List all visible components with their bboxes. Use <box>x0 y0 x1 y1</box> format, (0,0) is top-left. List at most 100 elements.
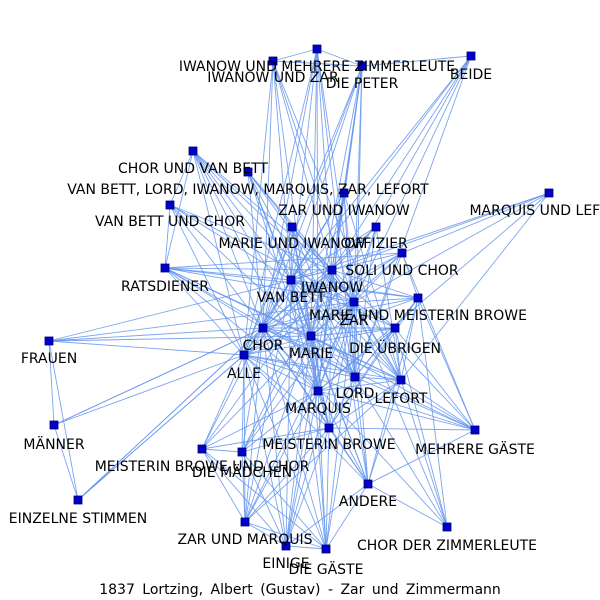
edge-zar-alle <box>243 301 355 356</box>
node-chor_zimmerleute[interactable] <box>442 522 452 532</box>
edge-marquis_lefort-lefort <box>400 192 550 381</box>
edge-marie_iwanow-marquis <box>291 226 319 392</box>
edge-vanbett-die_uebrigen <box>290 279 396 329</box>
edge-zar-marie <box>310 301 355 337</box>
node-marquis[interactable] <box>313 386 323 396</box>
node-einige[interactable] <box>281 541 291 551</box>
edge-marie-andere <box>310 335 369 485</box>
node-frauen[interactable] <box>44 336 54 346</box>
edge-alle-marquis <box>243 354 319 392</box>
node-mehrere_gaeste[interactable] <box>470 425 480 435</box>
node-die_gaeste[interactable] <box>321 544 331 554</box>
node-zar_marquis[interactable] <box>240 517 250 527</box>
node-marie_iwanow[interactable] <box>287 222 297 232</box>
edge-marie_browe-die_uebrigen <box>394 297 419 329</box>
node-label-andere: ANDERE <box>339 494 397 510</box>
node-iwanow_mehrere[interactable] <box>312 44 322 54</box>
node-chor_vanbett[interactable] <box>188 146 198 156</box>
edge-zar_iwanow-lord <box>343 192 356 378</box>
edge-marquis-browe_chor <box>201 390 319 450</box>
node-label-marquis_lefort: MARQUIS UND LEFORT <box>469 203 600 219</box>
node-die_uebrigen[interactable] <box>390 323 400 333</box>
edge-alle-lefort <box>243 354 402 381</box>
edge-lord-chor_zimmerleute <box>354 376 448 528</box>
edge-marquis-andere <box>317 390 369 485</box>
edge-zar-chor_zimmerleute <box>353 301 448 528</box>
edge-andere-die_gaeste <box>325 483 369 550</box>
edge-zar-die_gaeste <box>325 301 355 550</box>
edge-vanbett-zar_marquis <box>244 279 292 523</box>
node-iwanow[interactable] <box>327 265 337 275</box>
edge-chor-chor_zimmerleute <box>262 327 448 528</box>
edge-marquis-mehrere_gaeste <box>317 390 476 431</box>
edge-die_uebrigen-meisterin_browe <box>328 327 396 429</box>
node-layer <box>44 44 554 554</box>
node-label-maenner: MÄNNER <box>23 435 84 453</box>
node-vanbett[interactable] <box>286 275 296 285</box>
node-label-marie_browe: MARIE UND MEISTERIN BROWE <box>309 308 527 324</box>
node-offizier[interactable] <box>371 222 381 232</box>
node-label-die_maedchen: DIE MÄDCHEN <box>192 463 292 481</box>
edge-offizier-iwanow <box>331 226 377 271</box>
node-lord[interactable] <box>350 372 360 382</box>
node-zar_iwanow[interactable] <box>339 188 349 198</box>
edge-frauen-alle <box>48 340 245 356</box>
edge-marie-die_uebrigen <box>310 327 396 337</box>
node-label-vanbett_chor: VAN BETT UND CHOR <box>95 214 245 230</box>
node-label-iwanow_mehrere: IWANOW UND MEHRERE ZIMMERLEUTE <box>179 59 455 75</box>
node-vanbett_chor[interactable] <box>165 200 175 210</box>
node-marquis_lefort[interactable] <box>544 188 554 198</box>
edge-chor_vanbett-vanbett <box>192 150 292 281</box>
node-vanbett_lord[interactable] <box>243 167 253 177</box>
edge-frauen-marie <box>48 335 312 342</box>
edge-lord-marquis <box>317 376 356 392</box>
node-marie_browe[interactable] <box>413 293 423 303</box>
edge-meisterin_browe-andere <box>328 427 369 485</box>
edge-lord-lefort <box>354 376 402 381</box>
edge-iwanow_mehrere-iwanow_zar <box>272 48 318 62</box>
node-einzelne[interactable] <box>73 495 83 505</box>
node-browe_chor[interactable] <box>197 444 207 454</box>
edge-die_uebrigen-alle <box>243 327 396 356</box>
edge-lord-die_gaeste <box>325 376 356 550</box>
node-beide[interactable] <box>466 51 476 61</box>
edge-iwanow_zar-vanbett <box>272 60 292 281</box>
edge-browe_chor-zar_marquis <box>201 448 246 523</box>
edge-lord-andere <box>354 376 369 485</box>
edge-zar-die_maedchen <box>241 301 355 453</box>
node-marie[interactable] <box>306 331 316 341</box>
edge-alle-lord <box>243 354 356 378</box>
node-lefort[interactable] <box>396 375 406 385</box>
node-soli_chor[interactable] <box>397 248 407 258</box>
edge-iwanow_zar-iwanow <box>272 60 333 271</box>
edge-meisterin_browe-einige <box>285 427 330 547</box>
node-label-mehrere_gaeste: MEHRERE GÄSTE <box>415 440 535 458</box>
node-zar[interactable] <box>349 297 359 307</box>
node-maenner[interactable] <box>49 420 59 430</box>
edge-vanbett_chor-marie <box>169 204 312 337</box>
edge-die_uebrigen-lefort <box>394 327 402 381</box>
node-alle[interactable] <box>239 350 249 360</box>
node-label-die_peter: DIE PETER <box>326 76 399 92</box>
edge-iwanow-marie <box>310 269 333 337</box>
edge-alle-mehrere_gaeste <box>243 354 476 431</box>
node-chor[interactable] <box>258 323 268 333</box>
node-die_maedchen[interactable] <box>237 447 247 457</box>
edge-marie_iwanow-iwanow <box>291 226 333 271</box>
node-andere[interactable] <box>363 479 373 489</box>
edge-marie_browe-zar <box>353 297 419 303</box>
edge-alle-andere <box>243 354 369 485</box>
edge-marie_browe-marie <box>310 297 419 337</box>
edge-iwanow_zar-alle <box>243 60 274 356</box>
edge-iwanow_zar-lefort <box>272 60 402 381</box>
edge-zar-chor <box>262 301 355 329</box>
node-die_peter[interactable] <box>357 61 367 71</box>
node-meisterin_browe[interactable] <box>324 423 334 433</box>
edge-chor_vanbett-alle <box>192 150 245 356</box>
edge-marie-die_maedchen <box>241 335 312 453</box>
edge-marquis-meisterin_browe <box>317 390 330 429</box>
node-label-marie_iwanow: MARIE UND IWANOW <box>219 236 366 252</box>
edge-die_maedchen-zar_marquis <box>241 451 246 523</box>
node-ratsdiener[interactable] <box>160 263 170 273</box>
node-iwanow_zar[interactable] <box>268 56 278 66</box>
